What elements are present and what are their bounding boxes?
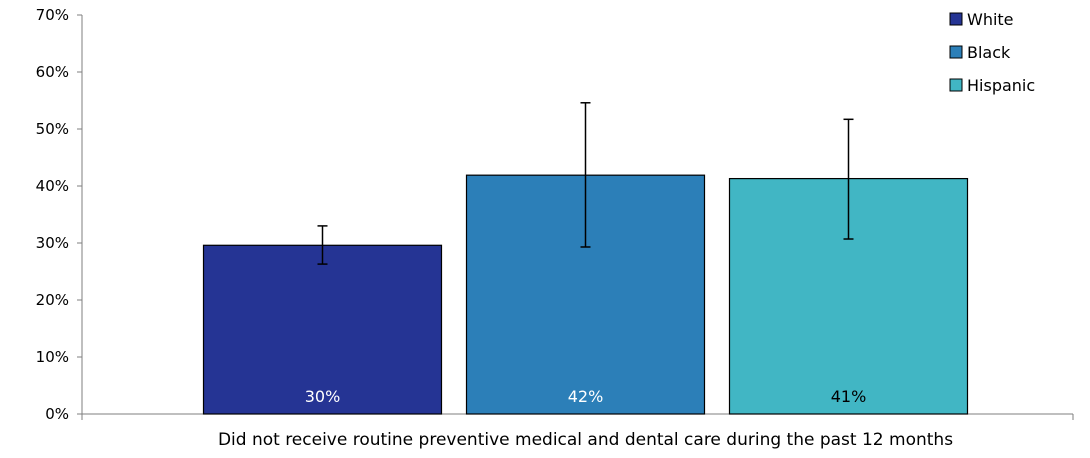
- y-tick-label: 40%: [36, 177, 69, 195]
- legend-label: Hispanic: [967, 76, 1035, 95]
- data-label: 41%: [831, 387, 867, 406]
- y-tick-label: 0%: [45, 405, 69, 423]
- x-axis: Did not receive routine preventive medic…: [81, 413, 1074, 450]
- y-tick-label: 70%: [36, 6, 69, 24]
- y-tick-label: 50%: [36, 120, 69, 138]
- legend-label: White: [967, 10, 1014, 29]
- data-label: 30%: [305, 387, 341, 406]
- y-tick-label: 30%: [36, 234, 69, 252]
- x-category-label: Did not receive routine preventive medic…: [218, 430, 953, 450]
- y-tick-label: 20%: [36, 291, 69, 309]
- y-tick-label: 10%: [36, 348, 69, 366]
- bars: 30% 42% 41%: [202, 102, 969, 415]
- legend: White Black Hispanic: [949, 10, 1035, 95]
- data-label: 42%: [568, 387, 604, 406]
- legend-label: Black: [967, 43, 1011, 62]
- legend-swatch: [949, 12, 963, 26]
- legend-swatch: [949, 45, 963, 59]
- bar-white: [202, 244, 443, 415]
- legend-swatch: [949, 78, 963, 92]
- y-tick-label: 60%: [36, 63, 69, 81]
- y-axis: 0% 10% 20% 30% 40% 50% 60% 70%: [36, 6, 83, 423]
